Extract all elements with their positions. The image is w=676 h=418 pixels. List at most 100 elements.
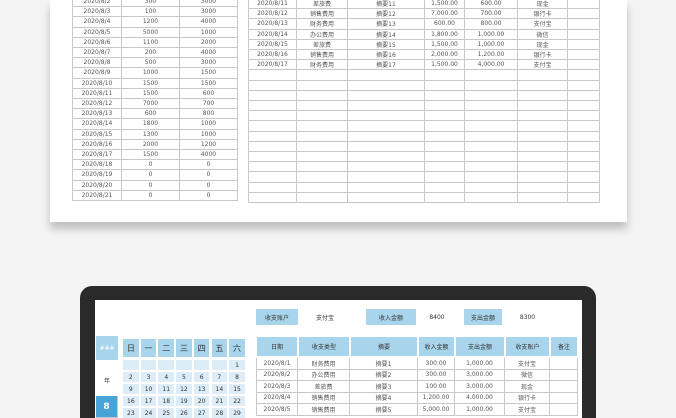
summary-value: 8300 [519, 313, 536, 321]
empty-cell [518, 70, 568, 81]
left-table-cell: 2020/8/9 [72, 68, 122, 79]
right-table-cell: 现金 [518, 0, 568, 10]
summary-value: 8400 [429, 313, 445, 321]
empty-cell [568, 131, 600, 142]
empty-cell [348, 152, 425, 163]
empty-cell [465, 192, 518, 203]
calendar-day: 17 [139, 395, 158, 407]
left-table-cell: 3000 [180, 0, 238, 8]
left-table-cell: 300 [122, 0, 180, 8]
right-table-cell: 700.00 [465, 9, 518, 20]
empty-cell [425, 172, 465, 183]
table-header: 支出金额 [455, 336, 505, 357]
right-table-cell: 1,000.00 [465, 29, 518, 40]
table-cell: 100.00 [418, 381, 455, 393]
left-table-cell: 800 [180, 109, 238, 120]
left-table-cell: 2020/8/5 [72, 27, 122, 38]
empty-cell [568, 172, 600, 183]
left-table-cell: 2020/8/8 [72, 58, 122, 69]
table-cell: 5,000.00 [418, 404, 455, 416]
left-table-cell: 0 [122, 190, 180, 201]
empty-cell [465, 80, 518, 91]
right-table-cell: 2020/8/17 [248, 60, 297, 71]
empty-cell [297, 80, 348, 91]
calendar-day: 21 [210, 395, 229, 407]
empty-cell [248, 101, 297, 112]
left-table-cell: 0 [122, 180, 180, 191]
right-table-cell: 600.00 [465, 0, 518, 10]
right-table-cell: 现金 [518, 39, 568, 50]
calendar-day: 12 [175, 383, 193, 395]
empty-cell [348, 162, 425, 173]
empty-cell [518, 101, 568, 112]
calendar-day: 9 [122, 383, 140, 395]
summary-label: 收支账户 [256, 309, 298, 325]
empty-cell [518, 152, 568, 163]
table-cell: 差旅费 [298, 381, 350, 393]
left-table-cell: 2020/8/15 [72, 129, 122, 140]
empty-cell [297, 121, 348, 132]
empty-cell [568, 0, 600, 10]
left-table-cell: 2020/8/4 [72, 17, 122, 28]
right-table-cell: 1,500.00 [425, 0, 465, 10]
left-table-cell: 4000 [180, 150, 238, 161]
left-table-cell: 1000 [180, 129, 238, 140]
empty-cell [568, 101, 600, 112]
left-table-cell: 1000 [122, 68, 180, 79]
empty-cell [248, 121, 297, 132]
right-table-cell: 银行卡 [518, 50, 568, 61]
left-table-cell: 1800 [122, 119, 180, 130]
empty-cell [297, 90, 348, 101]
empty-cell [425, 80, 465, 91]
left-table-cell: 2000 [122, 139, 180, 150]
left-table-cell: 2020/8/21 [72, 190, 122, 201]
right-table-cell: 1,500.00 [425, 39, 465, 50]
weekday: 六 [228, 338, 246, 358]
empty-cell [248, 131, 297, 142]
table-cell: 摘要4 [350, 392, 418, 404]
empty-cell [465, 152, 518, 163]
left-table-cell: 2020/8/17 [72, 150, 122, 161]
right-table-cell: 摘要16 [348, 50, 425, 61]
empty-cell [550, 404, 578, 416]
empty-cell [425, 101, 465, 112]
weekday: 二 [157, 338, 176, 358]
table-header: 日期 [256, 336, 298, 357]
empty-cell [518, 192, 568, 203]
empty-cell [297, 131, 348, 142]
left-table-cell: 1200 [122, 17, 180, 28]
calendar-day: 7 [210, 371, 229, 383]
right-table-cell: 2020/8/14 [248, 29, 297, 40]
left-table-cell: 1500 [122, 150, 180, 161]
summary-value: 支付宝 [315, 314, 334, 322]
empty-cell [348, 192, 425, 203]
calendar-day: 11 [157, 383, 176, 395]
left-table-cell: 2020/8/12 [72, 99, 122, 110]
left-table-cell: 200 [122, 48, 180, 59]
calendar-day: 29 [228, 407, 246, 418]
empty-cell [248, 162, 297, 173]
calendar-day: 14 [210, 383, 229, 395]
table-cell: 销售费用 [298, 404, 350, 416]
left-table-cell: 0 [122, 170, 180, 181]
empty-cell [425, 182, 465, 193]
left-table-cell: 4000 [180, 17, 238, 28]
table-cell: 1,000.00 [455, 358, 505, 370]
left-table-cell: 7000 [122, 99, 180, 110]
left-table-cell: 2000 [180, 37, 238, 48]
empty-cell [518, 172, 568, 183]
empty-cell [348, 141, 425, 152]
left-table-cell: 3000 [180, 58, 238, 69]
empty-cell [297, 182, 348, 193]
calendar-day [192, 359, 211, 371]
empty-cell [568, 121, 600, 132]
table-cell: 2020/8/4 [256, 392, 298, 404]
empty-cell [568, 39, 600, 50]
table-cell: 2020/8/5 [256, 404, 298, 416]
calendar-day: 24 [139, 407, 158, 418]
year-box: ### [96, 336, 118, 360]
empty-cell [348, 131, 425, 142]
empty-cell [248, 70, 297, 81]
right-table-cell: 差旅费 [297, 0, 348, 10]
table-header: 收支账户 [505, 336, 550, 357]
